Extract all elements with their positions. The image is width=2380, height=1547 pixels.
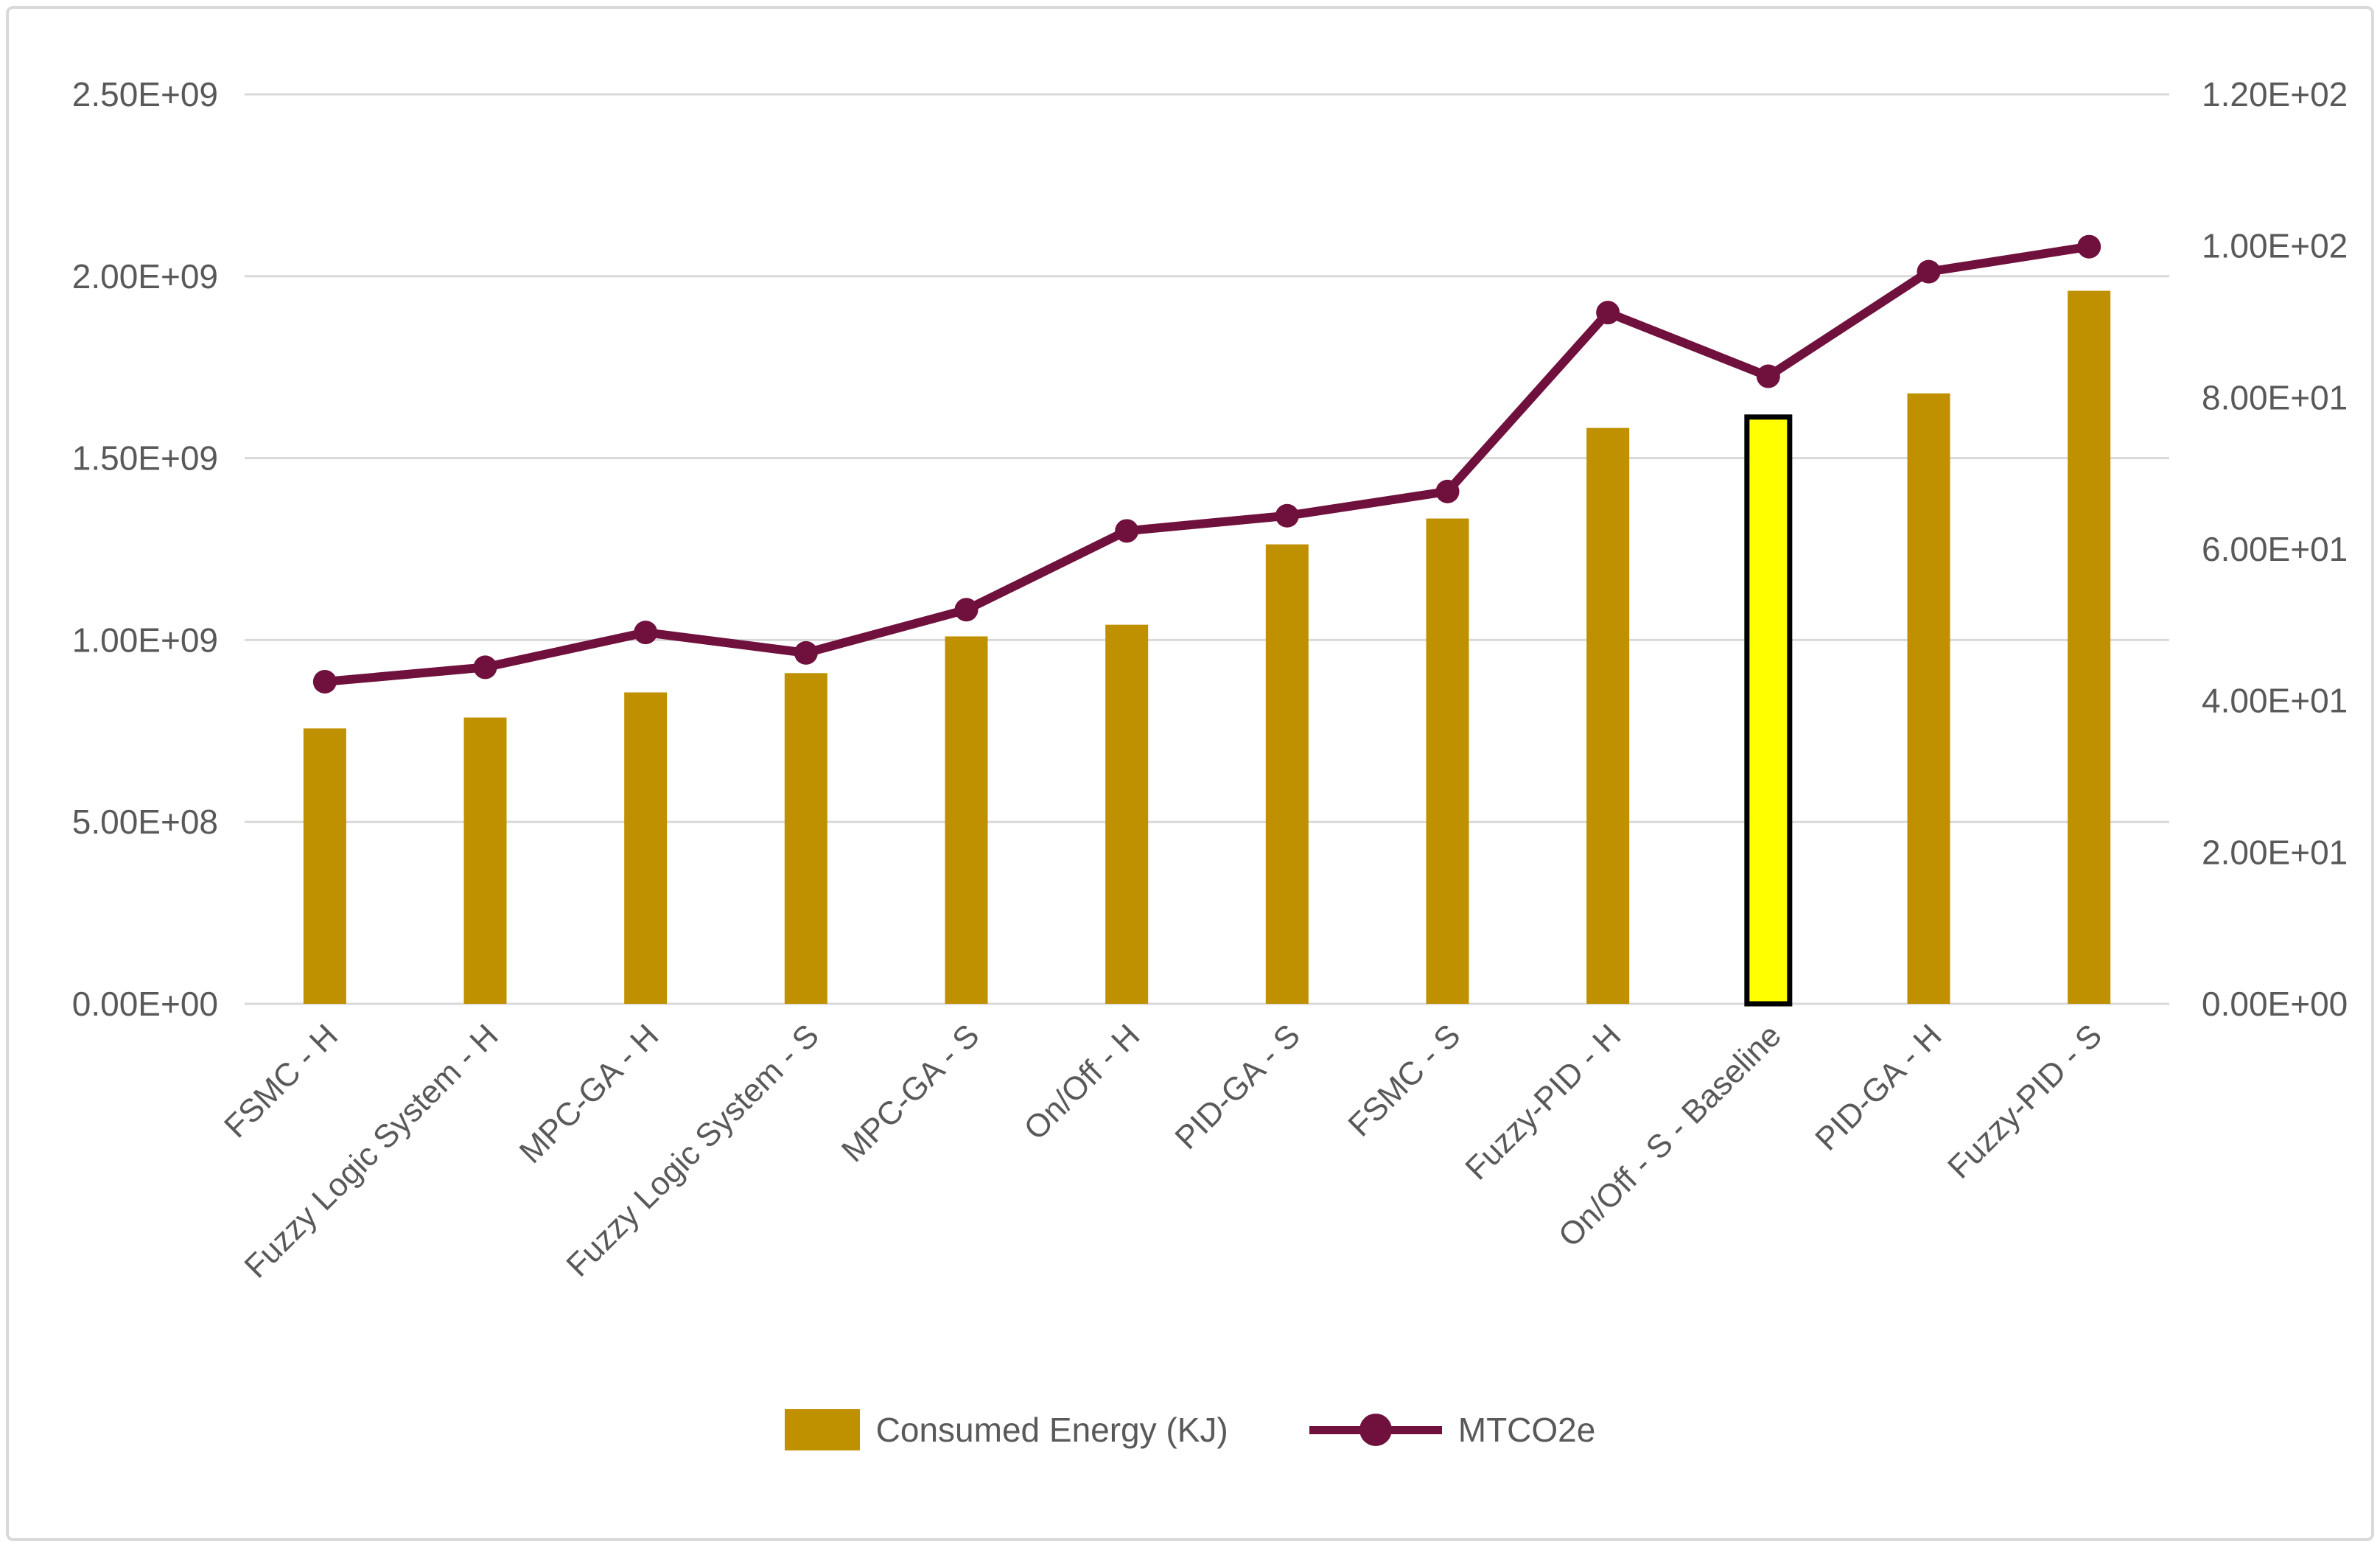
x-axis-category-label: FSMC - H [217,1017,345,1145]
mtco2e-marker [1596,301,1620,325]
x-axis-category-label: Fuzzy-PID - H [1458,1017,1628,1187]
energy-bar [2068,290,2111,1004]
legend: Consumed Energy (KJ) MTCO2e [0,1409,2380,1450]
mtco2e-marker [473,655,497,680]
x-axis-category-label: Fuzzy-PID - S [1941,1017,2109,1185]
right-axis-tick-label: 1.20E+02 [2202,75,2348,114]
x-axis-category-label: Fuzzy Logic System - H [237,1017,505,1285]
left-axis-tick-label: 0.00E+00 [72,985,218,1023]
mtco2e-marker [954,598,979,622]
mtco2e-marker [1115,519,1139,543]
energy-bar [784,673,827,1004]
x-axis-category-label: On/Off - H [1017,1017,1147,1147]
mtco2e-marker [2077,234,2101,259]
right-axis-tick-label: 1.00E+02 [2202,227,2348,265]
mtco2e-marker [312,669,337,694]
mtco2e-line [320,242,2094,686]
right-axis-tick-label: 8.00E+01 [2202,378,2348,416]
energy-bar [624,692,668,1004]
right-axis-tick-label: 2.00E+01 [2202,833,2348,871]
mtco2e-marker [1917,259,1941,284]
x-axis-category-label: PID-GA - S [1168,1017,1307,1156]
mtco2e-marker [1756,364,1780,388]
mtco2e-marker [1435,479,1460,503]
mtco2e-marker [634,621,658,645]
mtco2e-marker [1275,503,1299,528]
legend-item-consumed-energy: Consumed Energy (KJ) [784,1409,1228,1450]
x-axis-category-label: MPC-GA - S [835,1017,987,1169]
mtco2e-marker-icon [1359,1414,1392,1446]
energy-bar [303,728,346,1004]
energy-bar [1265,544,1309,1004]
energy-bar-swatch-icon [784,1409,860,1450]
left-axis-tick-label: 1.50E+09 [72,439,218,478]
mtco2e-line-marker-icon [1309,1414,1442,1446]
x-axis-category-label: MPC-GA - H [513,1017,666,1170]
left-axis-tick-label: 2.00E+09 [72,257,218,296]
right-axis-tick-label: 4.00E+01 [2202,682,2348,720]
left-axis-tick-label: 1.00E+09 [72,621,218,659]
energy-bar [1426,518,1469,1004]
legend-label-consumed-energy: Consumed Energy (KJ) [875,1411,1228,1449]
left-axis-tick-label: 5.00E+08 [72,803,218,841]
baseline-energy-bar [1744,414,1793,1007]
energy-bar [945,636,988,1004]
energy-bar [463,717,507,1004]
right-axis-tick-label: 0.00E+00 [2202,985,2348,1023]
left-axis-tick-label: 2.50E+09 [72,75,218,114]
energy-bar [1907,393,1950,1004]
x-axis-category-label: PID-GA - H [1808,1017,1948,1157]
energy-bar [1105,624,1149,1004]
energy-bar [1586,427,1630,1004]
legend-label-mtco2e: MTCO2e [1457,1411,1596,1449]
x-axis-category-label: FSMC - S [1341,1017,1467,1143]
legend-item-mtco2e: MTCO2e [1309,1410,1596,1450]
right-axis-tick-label: 6.00E+01 [2202,530,2348,568]
mtco2e-marker [794,640,818,665]
